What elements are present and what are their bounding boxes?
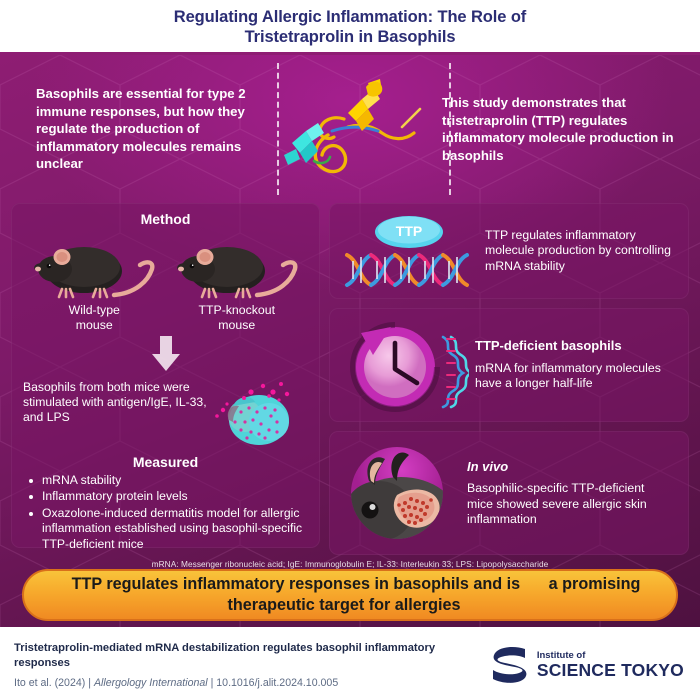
intro-band: Basophils are essential for type 2 immun… [0, 55, 700, 203]
wild-type-mouse-label: Wild-type mouse [68, 303, 120, 332]
method-panel-title: Method [140, 211, 191, 227]
ttp-knockout-mouse-label: TTP-knockout mouse [198, 303, 276, 332]
measured-list: mRNA stability Inflammatory protein leve… [23, 473, 308, 552]
stimulation-row: Basophils from both mice were stimulated… [23, 376, 308, 448]
result-heading-3: In vivo [467, 458, 509, 474]
logo-subtitle: Institute of [536, 649, 586, 661]
conclusion-text: TTP regulates inflammatory responses in … [24, 574, 676, 616]
logo-text-block: Institute of SCIENCE TOKYO [536, 649, 684, 680]
result-body-2: mRNA for inflammatory molecules have a l… [475, 360, 661, 391]
clock-rna-icon [350, 322, 469, 412]
measured-title: Measured [132, 454, 199, 470]
protein-ribbon-icon [284, 79, 422, 174]
result-panel-mrna-stability: TTP [329, 203, 689, 299]
mice-labels-row: Wild-type mouse TTP-knockout mouse [23, 303, 308, 332]
poster-header: Regulating Allergic Inflammation: The Ro… [0, 0, 700, 52]
result-text-2: TTP-deficient basophils mRNA for inflamm… [469, 338, 667, 392]
title-line-1: Regulating Allergic Inflammation: The Ro… [173, 8, 527, 26]
stimulation-text: Basophils from both mice were stimulated… [23, 380, 207, 425]
yellow-helix [348, 79, 383, 131]
method-panel: Method [11, 203, 320, 551]
citation-journal: Allergology International [93, 677, 208, 689]
science-tokyo-s-logo-icon [492, 647, 527, 683]
protein-ribbon-container [266, 59, 434, 199]
result-text-3: In vivo Basophilic-specific TTP-deficien… [461, 459, 657, 528]
down-arrow-icon [151, 336, 180, 371]
citation-block: Tristetraprolin-mediated mRNA destabiliz… [14, 641, 489, 689]
ttp-knockout-mouse-icon [176, 247, 298, 299]
citation-doi: 10.1016/j.alit.2024.10.005 [216, 677, 339, 689]
wild-type-mouse-icon [34, 247, 155, 299]
list-item: Oxazolone-induced dermatitis model for a… [27, 506, 308, 552]
basophil-cell-icon [215, 382, 290, 445]
result-body-3: Basophilic-specific TTP-deficient mice s… [467, 481, 647, 526]
title-line-2: Tristetraprolin in Basophils [244, 28, 456, 46]
panels-container: Method [0, 203, 700, 555]
list-item: mRNA stability [27, 473, 308, 488]
abbreviations-footnote: mRNA: Messenger ribonucleic acid; IgE: I… [151, 559, 549, 569]
paper-title: Tristetraprolin-mediated mRNA destabiliz… [14, 642, 436, 669]
cyan-helix [284, 123, 324, 165]
institute-logo: Institute of SCIENCE TOKYO [489, 643, 684, 687]
citation-meta: Ito et al. (2024) | Allergology Internat… [14, 677, 489, 689]
measured-section: Measured mRNA stability Inflammatory pro… [23, 454, 308, 552]
conclusion-line-1: TTP regulates inflammatory responses in … [71, 575, 521, 593]
mouse-skin-inflammation-icon [351, 447, 443, 539]
results-column: TTP [329, 203, 689, 555]
intro-divider-right [449, 63, 451, 195]
header-divider [0, 52, 700, 55]
result-text-1: TTP regulates inflammatory molecule prod… [485, 227, 671, 273]
logo-title: SCIENCE TOKYO [536, 660, 684, 680]
poster-footer: Tristetraprolin-mediated mRNA destabiliz… [0, 627, 700, 700]
citation-sep-1: | [88, 677, 91, 689]
ttp-icon-label: TTP [396, 223, 422, 239]
conclusion-line-2: a promising therapeutic target for aller… [227, 575, 641, 614]
intro-left-text: Basophils are essential for type 2 immun… [36, 86, 246, 172]
result-heading-2: TTP-deficient basophils [475, 338, 622, 354]
intro-right-text: This study demonstrates that tristetrapr… [442, 95, 674, 163]
list-item: Inflammatory protein levels [27, 489, 308, 504]
page-title: Regulating Allergic Inflammation: The Ro… [173, 7, 527, 47]
dna-ttp-icon: TTP [345, 216, 469, 287]
poster-body: Basophils are essential for type 2 immun… [0, 55, 700, 627]
citation-sep-2: | [210, 677, 214, 689]
result-panel-in-vivo: In vivo Basophilic-specific TTP-deficien… [329, 431, 689, 555]
conclusion-banner: TTP regulates inflammatory responses in … [22, 569, 678, 621]
mice-row [23, 229, 308, 301]
intro-divider-left [277, 63, 279, 195]
result-panel-half-life: TTP-deficient basophils mRNA for inflamm… [329, 308, 689, 422]
citation-authors: Ito et al. (2024) [14, 677, 86, 689]
